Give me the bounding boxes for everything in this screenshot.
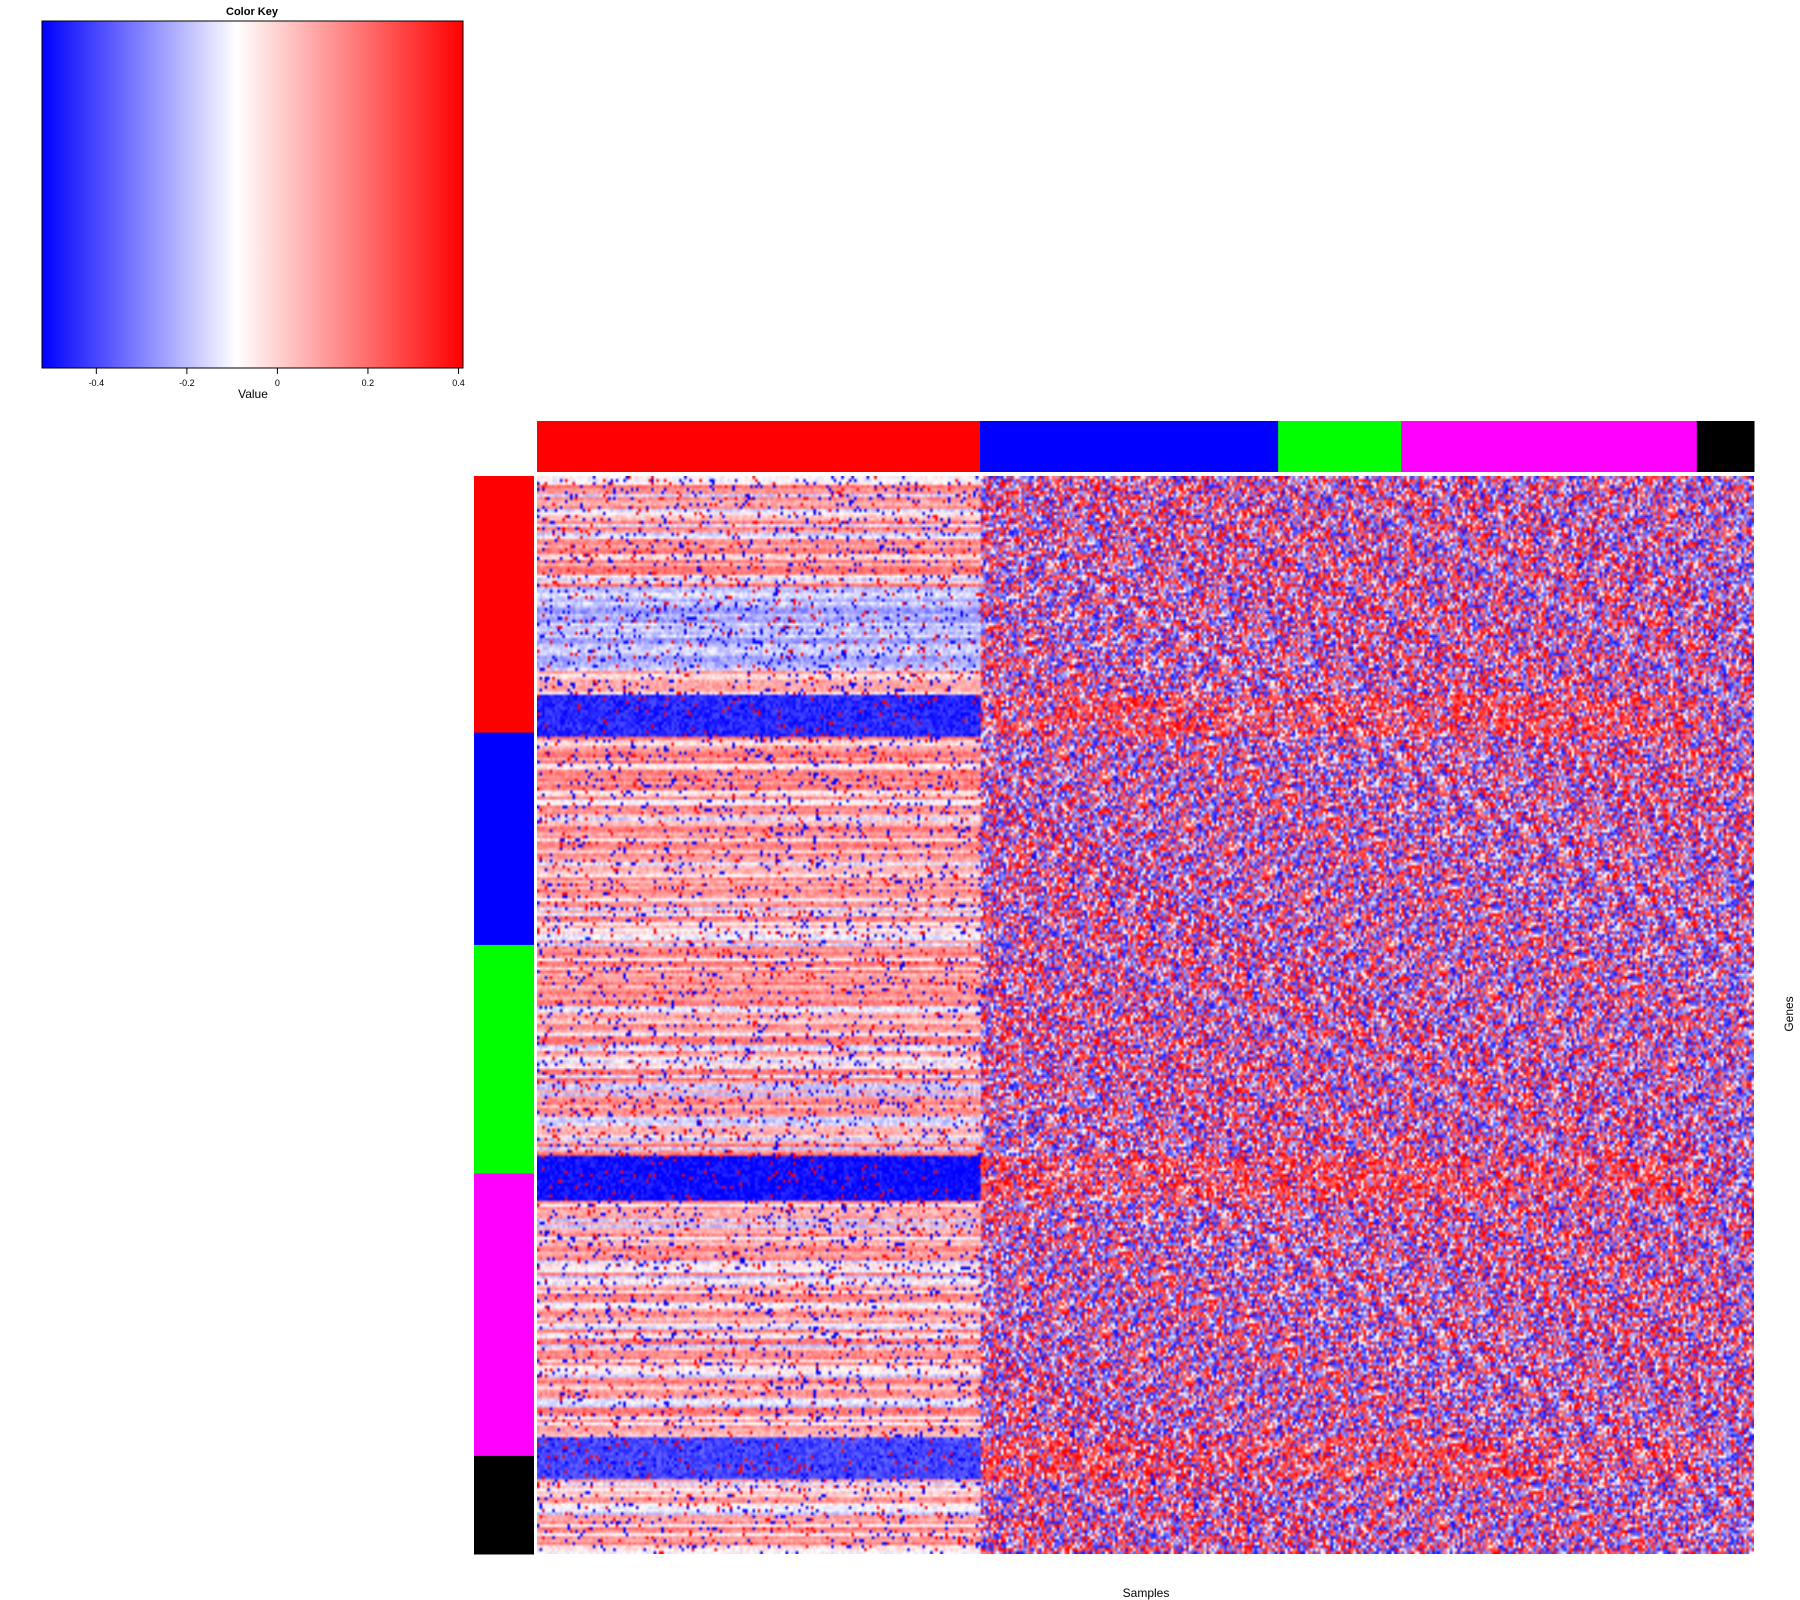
row-group-3 [474, 944, 534, 1174]
heatmap-cells [537, 476, 1754, 1554]
color-key-ticks: -0.4 -0.2 0 0.2 0.4 [89, 368, 465, 388]
column-group-5 [1696, 421, 1755, 472]
color-key-gradient [41, 20, 464, 369]
color-key-tick-label: -0.4 [89, 378, 105, 388]
color-key-tick-label: 0 [275, 378, 280, 388]
heatmap-body [537, 476, 1754, 1554]
color-key-tick-label: 0.4 [452, 378, 465, 388]
column-group-2 [979, 421, 1279, 472]
column-group-1 [537, 421, 981, 472]
column-side-colors [537, 421, 1755, 472]
color-key-title: Color Key [226, 6, 279, 18]
color-key-tick-label: -0.2 [179, 378, 195, 388]
color-key-tick-label: 0.2 [362, 378, 375, 388]
row-group-1 [474, 476, 534, 734]
color-key: Color Key -0.4 -0.2 0 0.2 0.4 Value [41, 6, 465, 401]
row-group-4 [474, 1173, 534, 1457]
column-group-4 [1401, 421, 1698, 472]
x-axis-label: Samples [1123, 1586, 1170, 1600]
y-axis-label: Genes [1782, 996, 1796, 1031]
row-group-5 [474, 1455, 534, 1555]
row-group-2 [474, 732, 534, 946]
column-group-3 [1278, 421, 1402, 472]
color-key-label: Value [238, 387, 268, 401]
row-side-colors [474, 476, 534, 1555]
